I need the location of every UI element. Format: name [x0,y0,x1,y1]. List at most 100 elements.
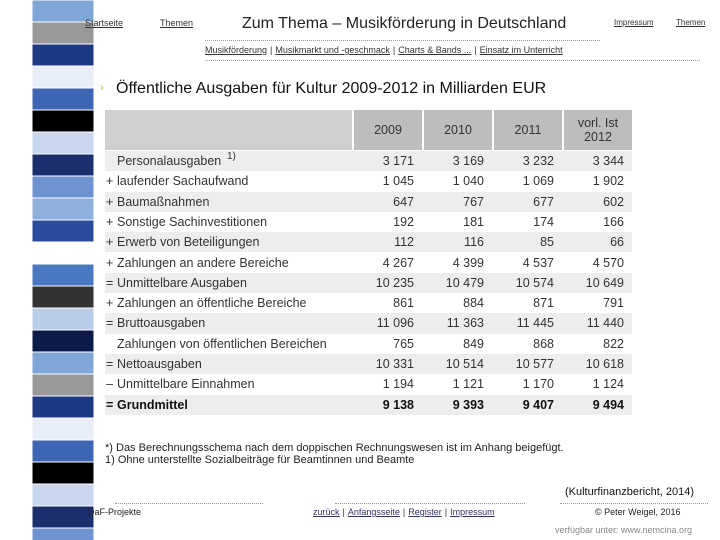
row-label: Baumaßnahmen [117,194,210,209]
cell: 9 393 [452,397,484,412]
cell: 10 235 [375,275,414,290]
footer-link[interactable]: Impressum [450,507,495,517]
subnav-link[interactable]: Charts & Bands ... [398,45,472,55]
cell: 9 494 [592,397,624,412]
row-bg [105,313,632,334]
row-label: Zahlungen von öffentlichen Bereichen [117,336,327,351]
cell: 66 [610,235,624,250]
cell: 3 344 [592,154,624,168]
row-prefix: + [106,255,114,270]
separator: | [474,45,477,55]
decor-square [31,439,95,463]
divider [205,40,600,41]
decor-square [31,219,95,243]
row-bg [105,354,632,375]
row-bg [105,293,632,314]
row-label: Personalausgaben [117,154,222,168]
cell: 116 [464,235,484,250]
subnav-link[interactable]: Einsatz im Unterricht [479,45,563,55]
row-bg [105,211,632,233]
decor-square [31,153,95,177]
row-bg [105,171,632,192]
row-prefix: + [106,214,114,229]
cell: 1 069 [522,174,554,189]
cell: 1 124 [592,377,624,392]
decor-square [31,197,95,221]
source: (Kulturfinanzbericht, 2014) [565,486,695,498]
row-label: Bruttoausgaben [117,316,206,331]
cell: 10 514 [445,357,484,371]
table: 2009 2010 2011 vorl. Ist 2012 Personalausgab… [105,110,632,466]
row-bg [105,252,632,273]
cell: 868 [533,336,554,351]
cell: 677 [533,194,554,209]
cell: 849 [463,336,484,351]
decor-square [31,505,95,529]
cell: 10 331 [375,357,414,371]
cell: 85 [540,235,554,250]
home-link[interactable]: Startseite [85,18,124,28]
footnote: *) Das Berechnungsschema nach dem doppis… [105,442,564,454]
row-prefix: = [106,357,114,371]
imprint-link[interactable]: Impressum [614,18,654,27]
cell: 602 [603,194,624,209]
heading: Öffentliche Ausgaben für Kultur 2009-201… [116,80,547,97]
subnav-link[interactable]: Musikförderung [205,45,268,55]
row-prefix: = [106,275,114,290]
divider [335,503,525,504]
cell: 10 649 [585,275,624,290]
topics-link[interactable]: Themen [160,18,194,28]
page-title: Zum Thema – Musikförderung in Deutschlan… [242,15,567,32]
footer-link[interactable]: Anfangsseite [347,507,400,517]
footer-link[interactable]: Register [408,507,442,517]
decor-square [31,65,95,89]
footer-link[interactable]: zurück [313,507,340,517]
decor-square [31,175,95,199]
cell: 3 171 [382,154,414,168]
cell: 181 [463,214,484,229]
separator: | [270,45,273,55]
footer-left: DaF-Projekte [88,507,142,517]
cell: 871 [533,296,554,311]
cell: 1 170 [522,377,554,392]
cell: 11 363 [446,316,484,331]
row-label: Erwerb von Beteiligungen [117,235,260,250]
decor-square [31,285,95,309]
header-cell: 2011 [492,110,562,150]
decor-square [31,307,95,331]
row-label: Nettoausgaben [117,357,202,371]
decor-square [31,43,95,67]
row-prefix: + [106,296,114,311]
copyright: © Peter Weigel, 2016 [595,507,681,517]
row-label: Zahlungen an andere Bereiche [117,255,289,270]
row-bg [105,232,632,253]
row-prefix: = [106,397,114,412]
decor-square [31,131,95,155]
row-note: 1) [227,151,236,162]
cell: 11 440 [586,316,624,331]
divider [115,503,263,504]
separator: | [444,507,448,517]
cell: 3 232 [522,154,554,168]
row-label: Sonstige Sachinvestitionen [117,214,268,229]
cell: 1 194 [382,377,414,392]
decor-square [31,351,95,375]
topics-link[interactable]: Themen [676,18,706,27]
row-label: Unmittelbare Ausgaben [117,275,247,290]
footnote: 1) Ohne unterstellte Sozialbeiträge für … [105,454,415,466]
subnav-link[interactable]: Musikmarkt und -geschmack [275,45,390,55]
cell: 166 [603,214,624,229]
cell: 9 138 [382,397,414,412]
decor-square [31,241,95,265]
row-bg [105,333,632,354]
cell: 765 [393,336,414,351]
divider [560,503,708,504]
cell: 10 577 [515,357,554,371]
cell: 1 121 [452,377,484,392]
cell: 4 399 [452,255,484,270]
row-label: Zahlungen an öffentliche Bereiche [117,296,307,311]
decor-square [31,87,95,111]
header-cell: 2009 [352,110,422,150]
decor-square [31,483,95,507]
cell: 647 [393,194,414,209]
